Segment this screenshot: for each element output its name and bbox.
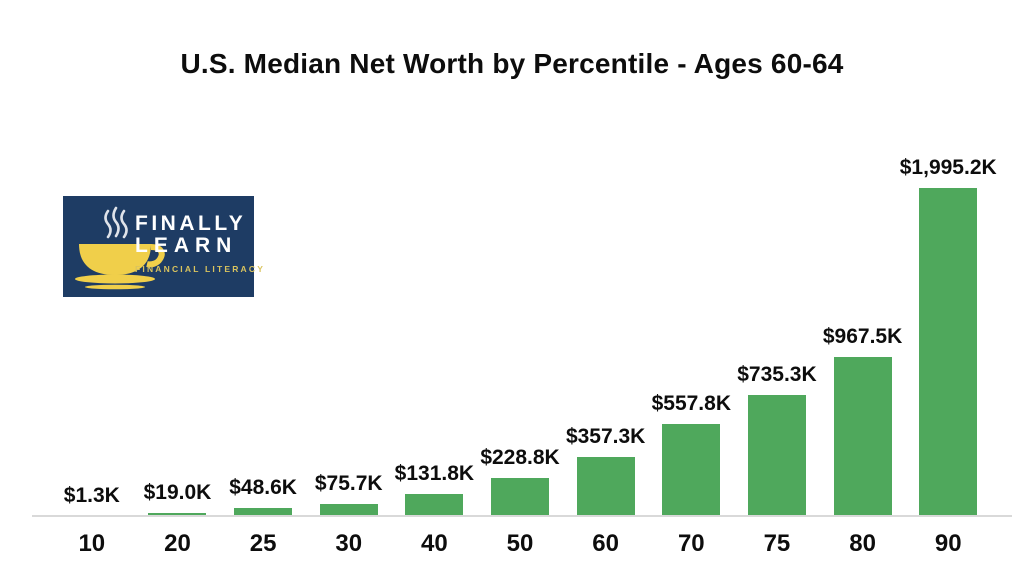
logo-word-learn: LEARN (135, 234, 238, 258)
x-tick-label: 50 (506, 530, 534, 557)
x-tick-label: 75 (763, 530, 791, 557)
bar-column-40: $131.8K 40 (392, 150, 478, 557)
bar (747, 395, 806, 516)
bar-column-20: $19.0K 20 (135, 150, 221, 557)
x-tick-label: 60 (592, 530, 620, 557)
bar-column-80: $967.5K 80 (820, 150, 906, 557)
bar (833, 356, 892, 516)
x-tick-label: 20 (164, 530, 191, 557)
coffee-cup-icon (75, 206, 165, 290)
bar (576, 457, 635, 516)
logo-word-finally: FINALLY (135, 212, 247, 235)
x-tick-label: 80 (849, 530, 876, 557)
value-label: $131.8K (394, 462, 475, 486)
bar (662, 424, 721, 516)
bar (234, 508, 293, 516)
bar-column-25: $48.6K 25 (220, 150, 306, 557)
value-label: $1.3K (63, 483, 120, 507)
x-axis-line (32, 515, 1012, 517)
bar (405, 494, 464, 516)
value-label: $357.3K (565, 425, 646, 449)
x-tick-label: 25 (249, 530, 277, 557)
bar (919, 187, 978, 516)
logo-tagline: FINANCIAL LITERACY (135, 264, 266, 275)
bar-column-30: $75.7K 30 (306, 150, 392, 557)
bar-chart-plot-area: $1.3K 10 $19.0K 20 $48.6K 25 $75.7K 30 $131.8K 40… (49, 150, 997, 557)
bar-column-90: $1,995.2K 90 (900, 150, 997, 557)
bar-column-70: $557.8K 70 (648, 150, 734, 557)
value-label: $75.7K (314, 471, 383, 495)
bar (319, 503, 378, 516)
bar-column-10: $1.3K 10 (49, 150, 135, 557)
value-label: $967.5K (822, 324, 903, 348)
bar-column-75: $735.3K 75 (734, 150, 820, 557)
value-label: $557.8K (651, 392, 731, 416)
value-label: $735.3K (737, 363, 817, 387)
logo-text-block: FINALLY LEARN FINANCIAL LITERACY (135, 212, 266, 275)
value-label: $48.6K (229, 476, 297, 500)
value-label: $228.8K (480, 446, 560, 470)
bar-column-60: $357.3K 60 (563, 150, 649, 557)
x-tick-label: 30 (335, 530, 363, 557)
bar (148, 512, 207, 516)
x-tick-label: 70 (677, 530, 705, 557)
chart-title: U.S. Median Net Worth by Percentile - Ag… (180, 48, 844, 79)
x-tick-label: 40 (421, 530, 448, 557)
value-label: $19.0K (143, 480, 212, 504)
finally-learn-logo: FINALLY LEARN FINANCIAL LITERACY (63, 196, 263, 297)
x-tick-label: 90 (934, 530, 962, 557)
x-tick-label: 10 (78, 530, 106, 557)
bar-column-50: $228.8K 50 (477, 150, 563, 557)
bar (491, 478, 550, 516)
value-label: $1,995.2K (899, 155, 997, 179)
